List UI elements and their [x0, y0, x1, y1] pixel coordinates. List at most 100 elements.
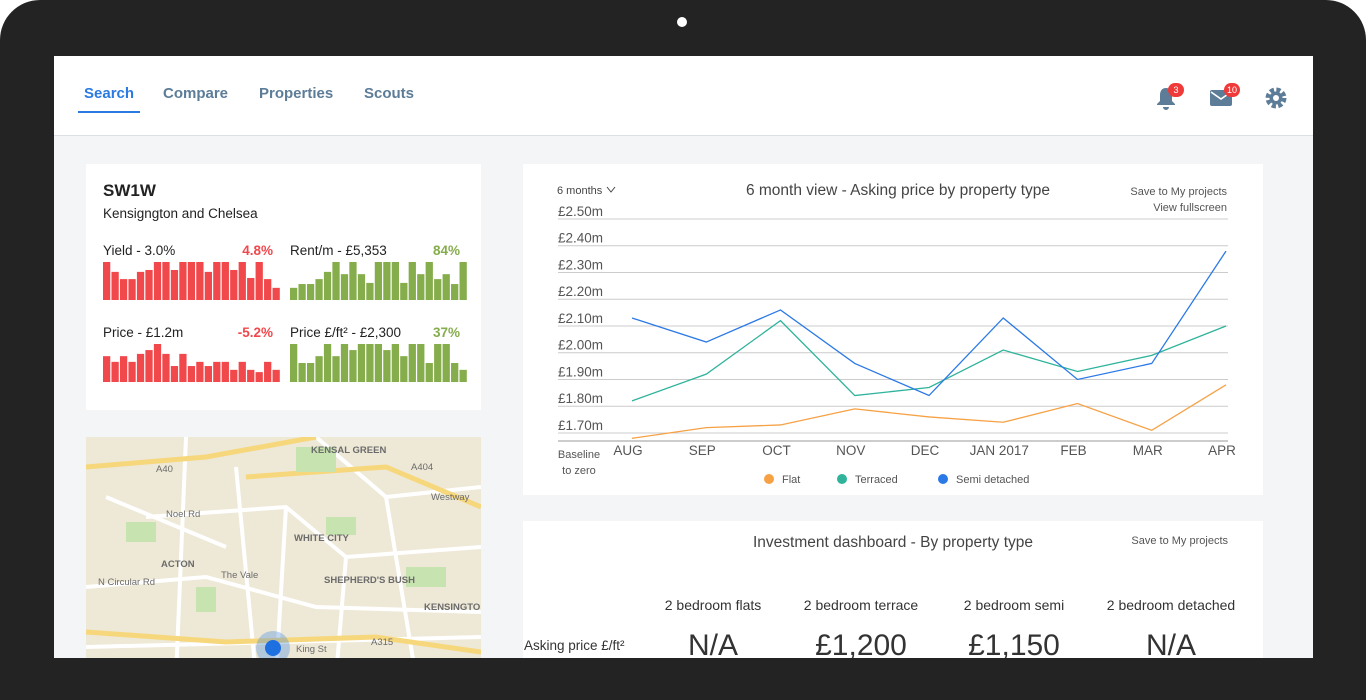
legend-label: Semi detached	[956, 474, 1029, 486]
spark-bar	[426, 363, 433, 382]
area-name: Kensigngton and Chelsea	[103, 206, 258, 221]
spark-bar	[205, 366, 212, 382]
spark-bar	[222, 362, 229, 382]
spark-bar	[247, 370, 254, 382]
spark-bar	[137, 354, 144, 382]
spark-bar	[239, 262, 246, 300]
spark-bar	[162, 262, 169, 300]
y-tick-label: £2.30m	[558, 257, 603, 272]
x-tick-label: DEC	[911, 443, 940, 458]
spark-bar	[400, 356, 407, 382]
spark-bar	[383, 262, 390, 300]
spark-bar	[111, 272, 118, 300]
spark-bar	[273, 288, 280, 300]
fullscreen-link[interactable]: View fullscreen	[1153, 202, 1227, 214]
dashboard-card: Investment dashboard - By property type …	[523, 521, 1263, 658]
map-label: SHEPHERD'S BUSH	[324, 575, 415, 586]
map[interactable]: KENSAL GREENA40A404Noel RdWHITE CITYACTO…	[86, 437, 481, 658]
map-label: ACTON	[161, 559, 195, 570]
spark-bar	[120, 279, 127, 300]
line-chart: 6 months 6 month view - Asking price by …	[523, 164, 1263, 495]
x-tick-label: JAN 2017	[970, 443, 1029, 458]
spark-bar	[417, 344, 424, 382]
spark-bar	[179, 354, 186, 382]
spark-bar	[290, 288, 297, 300]
spark-bar	[128, 362, 135, 382]
save-link[interactable]: Save to My projects	[1131, 535, 1228, 547]
x-tick-label: FEB	[1060, 443, 1086, 458]
price-value: N/A	[1096, 629, 1246, 658]
spark-bar	[103, 356, 110, 382]
spark-bar	[400, 283, 407, 300]
tab[interactable]: Scouts	[364, 85, 414, 102]
save-link[interactable]: Save to My projects	[1130, 186, 1227, 198]
y-tick-label: £1.90m	[558, 364, 603, 379]
spark-bar	[230, 270, 237, 300]
spark-bar	[358, 344, 365, 382]
tab[interactable]: Properties	[259, 85, 333, 102]
spark-bar	[375, 262, 382, 300]
spark-bar	[179, 262, 186, 300]
spark-bar	[188, 262, 195, 300]
y-tick-label: £2.40m	[558, 231, 603, 246]
spark-bar	[443, 344, 450, 382]
settings-icon[interactable]	[1263, 85, 1289, 111]
price-value: £1,150	[939, 629, 1089, 658]
spark-bar	[409, 262, 416, 300]
spark-bar	[426, 262, 433, 300]
legend-swatch	[837, 474, 847, 484]
map-label: N Circular Rd	[98, 577, 155, 588]
spark-bar	[460, 370, 467, 382]
spark-bar	[341, 274, 348, 300]
area-code: SW1W	[103, 181, 156, 201]
map-label: A404	[411, 462, 433, 473]
price-value: £1,200	[786, 629, 936, 658]
active-tab-underline	[78, 111, 140, 113]
spark-bar	[273, 370, 280, 382]
spark-bar	[366, 344, 373, 382]
metric-change: 37%	[390, 325, 460, 340]
area-card: SW1W Kensigngton and Chelsea Yield - 3.0…	[86, 164, 481, 410]
sparkbar-chart	[103, 342, 281, 382]
y-tick-label: £2.00m	[558, 338, 603, 353]
message-badge: 10	[1224, 83, 1240, 97]
series-line	[632, 385, 1226, 438]
spark-bar	[145, 270, 152, 300]
metric-label: Rent/m - £5,353	[290, 243, 387, 258]
y-tick-label: £2.50m	[558, 204, 603, 219]
spark-bar	[145, 350, 152, 382]
spark-bar	[205, 272, 212, 300]
map-label: KENSAL GREEN	[311, 445, 386, 456]
column-header: 2 bedroom terrace	[786, 597, 936, 613]
metric-change: -5.2%	[203, 325, 273, 340]
x-tick-label: MAR	[1133, 443, 1163, 458]
screen: Search Compare Properties Scouts 3 10 SW…	[54, 56, 1313, 658]
map-label: KENSINGTO	[424, 602, 480, 613]
spark-bar	[349, 350, 356, 382]
column-header: 2 bedroom flats	[638, 597, 788, 613]
metric-label: Price £/ft² - £2,300	[290, 325, 401, 340]
baseline-toggle[interactable]: Baseline to zero	[553, 447, 605, 479]
tab[interactable]: Search	[84, 85, 134, 102]
spark-bar	[111, 362, 118, 382]
period-selector[interactable]: 6 months	[557, 185, 603, 197]
spark-bar	[451, 363, 458, 382]
chart-card: 6 months 6 month view - Asking price by …	[523, 164, 1263, 495]
sparkbar-chart	[290, 260, 468, 300]
spark-bar	[358, 274, 365, 300]
metric-change: 4.8%	[203, 243, 273, 258]
tab[interactable]: Compare	[163, 85, 228, 102]
map-label: King St	[296, 644, 327, 655]
spark-bar	[213, 262, 220, 300]
y-tick-label: £2.20m	[558, 284, 603, 299]
spark-bar	[128, 279, 135, 300]
legend-swatch	[764, 474, 774, 484]
legend-label: Flat	[782, 474, 800, 486]
series-line	[632, 321, 1226, 401]
x-tick-label: APR	[1208, 443, 1236, 458]
spark-bar	[137, 272, 144, 300]
spark-bar	[213, 362, 220, 382]
spark-bar	[307, 363, 314, 382]
map-label: A40	[156, 464, 173, 475]
spark-bar	[332, 262, 339, 300]
